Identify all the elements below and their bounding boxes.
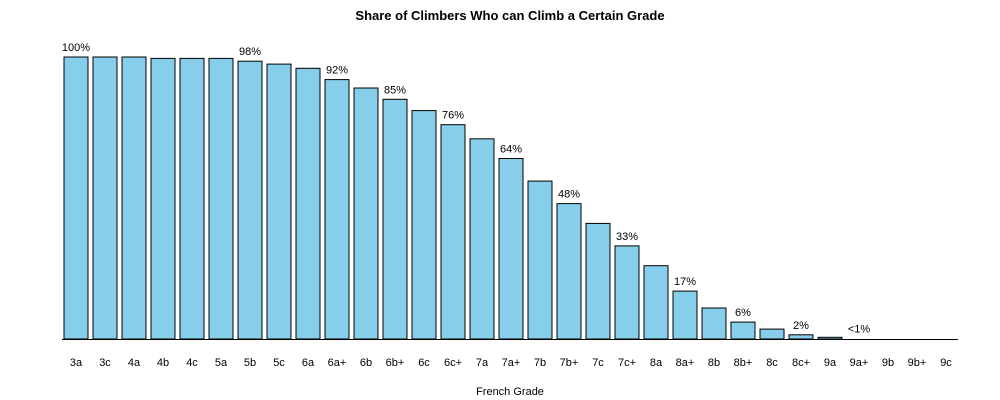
- bar-8b+: [730, 321, 756, 340]
- x-tick-label-9a: 9a: [824, 357, 837, 369]
- data-label-5b: 98%: [239, 46, 261, 58]
- bar-6b+: [382, 98, 408, 340]
- bar-6a+: [324, 79, 350, 340]
- bar-4c: [179, 57, 205, 340]
- bar-5a: [208, 57, 234, 340]
- bar-7b: [527, 180, 553, 340]
- data-labels-group: 100% 98% 92% 85% 76% 64% 48% 33% 17% 6% 2% <1%: [62, 42, 870, 336]
- bar-7a: [469, 138, 495, 340]
- x-tick-label-7a: 7a: [476, 357, 489, 369]
- bar-4b: [150, 57, 176, 340]
- data-label-7b+: 48%: [558, 189, 580, 201]
- x-tick-label-6c+: 6c+: [444, 357, 462, 369]
- bar-8a+: [672, 290, 698, 340]
- data-label-8b+: 6%: [735, 307, 751, 319]
- x-axis-label: French Grade: [476, 386, 544, 398]
- bar-7b+: [556, 203, 582, 340]
- bar-8b: [701, 307, 727, 340]
- bar-7c: [585, 222, 611, 340]
- x-tick-label-7a+: 7a+: [502, 357, 521, 369]
- data-label-7c+: 33%: [616, 231, 638, 243]
- chart-title: Share of Climbers Who can Climb a Certai…: [355, 8, 664, 23]
- bar-8c+: [788, 334, 814, 340]
- x-tick-label-7b: 7b: [534, 357, 546, 369]
- bar-9a: [817, 336, 843, 340]
- data-label-6a+: 92%: [326, 65, 348, 77]
- x-tick-label-8b+: 8b+: [734, 357, 753, 369]
- x-tick-label-8a+: 8a+: [676, 357, 695, 369]
- x-tick-label-5c: 5c: [273, 357, 285, 369]
- bar-4a: [121, 56, 147, 340]
- bar-8c: [759, 328, 785, 340]
- x-tick-label-9a+: 9a+: [850, 357, 869, 369]
- bar-5c: [266, 63, 292, 340]
- x-tick-label-5b: 5b: [244, 357, 256, 369]
- bar-7a+: [498, 158, 524, 340]
- bar-7c+: [614, 245, 640, 340]
- x-tick-label-4a: 4a: [128, 357, 141, 369]
- data-label-7a+: 64%: [500, 144, 522, 156]
- data-label-6b+: 85%: [384, 84, 406, 96]
- x-tick-label-6b: 6b: [360, 357, 372, 369]
- x-tick-label-8c: 8c: [766, 357, 778, 369]
- x-tick-label-5a: 5a: [215, 357, 228, 369]
- data-label-9a+: <1%: [848, 324, 871, 336]
- bar-6a: [295, 67, 321, 340]
- x-tick-label-4b: 4b: [157, 357, 169, 369]
- x-tick-label-7c: 7c: [592, 357, 604, 369]
- x-tick-label-9c: 9c: [940, 357, 952, 369]
- x-tick-label-3a: 3a: [70, 357, 83, 369]
- x-tick-label-3c: 3c: [99, 357, 111, 369]
- bar-6c+: [440, 124, 466, 340]
- bar-3c: [92, 56, 118, 340]
- data-label-6c+: 76%: [442, 110, 464, 122]
- x-tick-label-9b: 9b: [882, 357, 894, 369]
- data-label-3a: 100%: [62, 42, 90, 54]
- x-tick-label-6a: 6a: [302, 357, 315, 369]
- x-tick-label-8c+: 8c+: [792, 357, 810, 369]
- data-label-8a+: 17%: [674, 276, 696, 288]
- x-tick-label-8b: 8b: [708, 357, 720, 369]
- x-tick-label-6a+: 6a+: [328, 357, 347, 369]
- bar-3a: [63, 56, 89, 340]
- bar-6b: [353, 87, 379, 340]
- x-tick-label-7c+: 7c+: [618, 357, 636, 369]
- bars-group: [63, 56, 843, 340]
- x-tick-label-9b+: 9b+: [908, 357, 927, 369]
- x-tick-labels-group: 3a 3c 4a 4b 4c 5a 5b 5c 6a 6a+ 6b 6b+ 6c 6c+ 7a 7a+ 7b 7b…: [70, 357, 952, 369]
- x-tick-label-8a: 8a: [650, 357, 663, 369]
- bar-6c: [411, 110, 437, 340]
- bar-5b: [237, 60, 263, 340]
- x-tick-label-6c: 6c: [418, 357, 430, 369]
- data-label-8c+: 2%: [793, 320, 809, 332]
- x-tick-label-6b+: 6b+: [386, 357, 405, 369]
- x-tick-label-4c: 4c: [186, 357, 198, 369]
- x-tick-label-7b+: 7b+: [560, 357, 579, 369]
- bar-8a: [643, 265, 669, 340]
